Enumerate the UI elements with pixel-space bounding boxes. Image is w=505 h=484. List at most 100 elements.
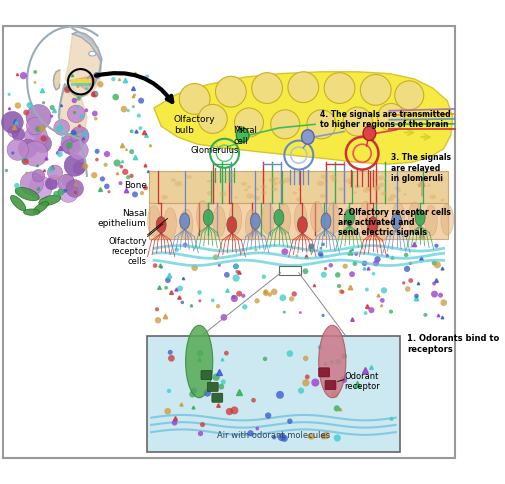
Circle shape (42, 101, 45, 105)
Ellipse shape (375, 211, 388, 242)
Circle shape (431, 260, 436, 266)
Circle shape (92, 111, 97, 117)
Circle shape (26, 117, 44, 135)
Ellipse shape (229, 204, 241, 234)
Circle shape (56, 125, 63, 132)
Ellipse shape (174, 181, 182, 186)
Ellipse shape (391, 203, 404, 233)
Ellipse shape (236, 128, 248, 142)
Circle shape (74, 132, 77, 136)
Ellipse shape (378, 182, 384, 187)
Circle shape (388, 310, 392, 314)
Circle shape (321, 314, 324, 317)
Circle shape (304, 375, 309, 379)
Ellipse shape (273, 210, 283, 226)
Circle shape (302, 268, 308, 274)
Ellipse shape (344, 210, 354, 226)
Circle shape (232, 263, 238, 269)
Circle shape (321, 435, 325, 439)
Circle shape (64, 86, 71, 93)
Circle shape (129, 149, 134, 154)
Circle shape (319, 254, 323, 258)
Ellipse shape (271, 182, 278, 186)
Ellipse shape (310, 201, 323, 232)
Circle shape (94, 92, 98, 95)
Circle shape (174, 247, 179, 252)
Circle shape (212, 374, 219, 381)
Ellipse shape (161, 195, 168, 199)
Circle shape (90, 91, 96, 97)
Ellipse shape (297, 188, 301, 191)
Ellipse shape (377, 176, 383, 181)
Ellipse shape (234, 197, 237, 198)
Circle shape (23, 141, 47, 166)
Circle shape (138, 98, 144, 104)
Circle shape (262, 357, 267, 361)
Ellipse shape (271, 187, 277, 191)
Circle shape (82, 163, 88, 169)
Circle shape (57, 177, 60, 180)
Ellipse shape (245, 210, 258, 241)
Circle shape (62, 140, 76, 153)
Circle shape (94, 149, 99, 154)
Ellipse shape (253, 196, 260, 200)
Ellipse shape (196, 200, 209, 231)
Circle shape (25, 171, 28, 174)
Circle shape (91, 91, 98, 97)
Ellipse shape (260, 184, 266, 189)
Ellipse shape (349, 186, 352, 189)
Circle shape (338, 289, 343, 294)
Ellipse shape (391, 213, 401, 229)
Circle shape (32, 169, 45, 182)
Ellipse shape (426, 184, 430, 187)
Text: Air with odorant molecules: Air with odorant molecules (217, 431, 329, 440)
Circle shape (126, 109, 130, 112)
Circle shape (33, 135, 52, 153)
Ellipse shape (226, 217, 236, 233)
Circle shape (82, 134, 87, 138)
Ellipse shape (440, 199, 444, 201)
Circle shape (21, 156, 28, 164)
Circle shape (403, 266, 410, 272)
Circle shape (53, 191, 60, 197)
Circle shape (270, 110, 299, 139)
Circle shape (25, 125, 47, 148)
Circle shape (99, 176, 105, 182)
Circle shape (251, 73, 282, 104)
Circle shape (224, 351, 228, 356)
Circle shape (242, 304, 247, 310)
Circle shape (40, 136, 46, 142)
Circle shape (254, 298, 259, 303)
Circle shape (97, 81, 104, 88)
Circle shape (66, 180, 83, 197)
Text: 4. The signals are transmitted
to higher regions of the brain: 4. The signals are transmitted to higher… (320, 110, 450, 129)
Circle shape (67, 105, 85, 123)
Circle shape (354, 252, 358, 256)
Ellipse shape (320, 213, 330, 229)
Circle shape (281, 248, 288, 255)
Text: 2. Olfactory receptor cells
are activated and
send electric signals: 2. Olfactory receptor cells are activate… (337, 208, 450, 237)
Circle shape (235, 270, 239, 273)
Circle shape (317, 345, 322, 349)
Circle shape (143, 185, 147, 190)
Ellipse shape (294, 203, 307, 234)
Circle shape (225, 408, 233, 415)
Circle shape (71, 130, 76, 135)
Text: Olfactory
receptor
cells: Olfactory receptor cells (108, 237, 146, 266)
Circle shape (308, 243, 314, 249)
FancyBboxPatch shape (324, 380, 335, 390)
Circle shape (40, 126, 43, 129)
Circle shape (155, 307, 159, 311)
Ellipse shape (229, 173, 235, 177)
Ellipse shape (11, 196, 26, 211)
Circle shape (49, 105, 55, 110)
Circle shape (132, 192, 138, 197)
Circle shape (287, 72, 318, 103)
Ellipse shape (273, 177, 278, 180)
Ellipse shape (353, 191, 357, 194)
Circle shape (230, 295, 237, 302)
Ellipse shape (268, 178, 275, 182)
Circle shape (288, 296, 294, 302)
Circle shape (95, 158, 98, 161)
Bar (146, 336, 399, 452)
